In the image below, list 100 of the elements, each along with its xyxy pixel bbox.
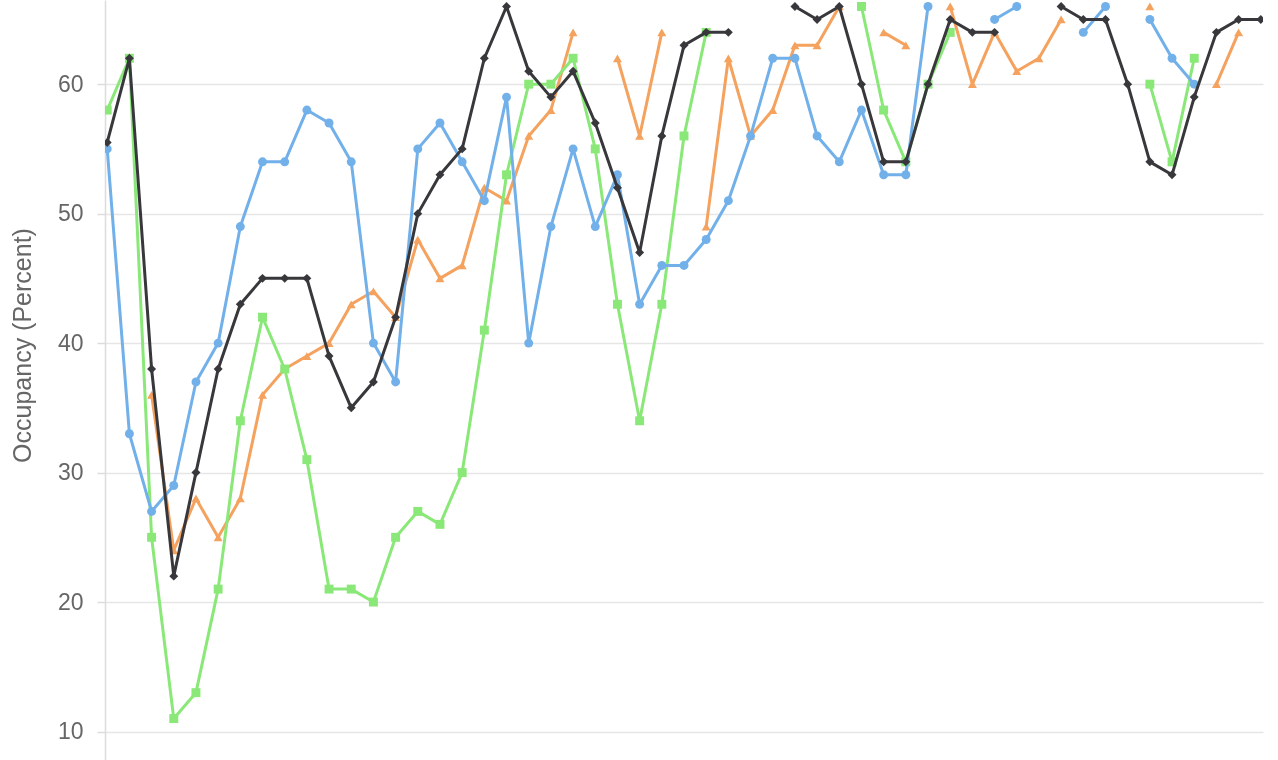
point — [324, 351, 334, 361]
y-tick-label: 40 — [57, 329, 84, 356]
point — [524, 66, 534, 76]
point — [1189, 53, 1199, 63]
point — [768, 53, 778, 63]
y-tick-label: 30 — [57, 459, 84, 486]
point — [147, 364, 157, 374]
point — [635, 416, 645, 426]
point — [435, 519, 445, 529]
point — [346, 584, 356, 594]
point — [901, 170, 911, 180]
point — [1101, 2, 1110, 11]
point — [324, 584, 334, 594]
point — [280, 157, 290, 167]
point — [457, 157, 467, 167]
point — [568, 28, 578, 37]
point — [612, 299, 622, 309]
point — [346, 157, 356, 167]
point — [235, 299, 245, 309]
point — [1078, 14, 1088, 24]
point — [879, 105, 889, 115]
point — [701, 235, 711, 244]
point — [1145, 14, 1155, 24]
point — [391, 532, 401, 542]
point — [990, 14, 1000, 24]
point — [657, 260, 667, 270]
point — [546, 92, 556, 102]
point — [568, 66, 578, 76]
point — [124, 429, 134, 439]
point — [191, 688, 201, 698]
point — [945, 14, 955, 24]
point — [546, 106, 556, 114]
point — [590, 118, 600, 128]
point — [413, 506, 423, 516]
point — [457, 468, 467, 478]
point — [213, 364, 223, 374]
point — [1056, 2, 1066, 11]
point — [590, 144, 600, 154]
point — [391, 377, 401, 387]
point — [502, 170, 511, 180]
point — [790, 53, 800, 63]
point — [1123, 79, 1133, 89]
point — [235, 494, 245, 503]
point — [258, 157, 267, 167]
point — [502, 92, 511, 102]
point — [457, 261, 467, 270]
point — [679, 260, 689, 270]
point — [169, 481, 179, 490]
point — [479, 196, 489, 206]
point — [1211, 27, 1221, 37]
point — [435, 170, 445, 180]
point — [546, 79, 556, 89]
point — [1101, 14, 1110, 24]
point — [524, 132, 534, 140]
point — [790, 2, 800, 11]
point — [812, 131, 822, 141]
point — [235, 222, 245, 232]
point — [435, 274, 445, 283]
point — [147, 506, 157, 516]
point — [191, 377, 201, 387]
point — [657, 28, 667, 37]
point — [857, 79, 866, 89]
point — [457, 144, 467, 154]
point — [1167, 170, 1177, 180]
point — [1145, 157, 1155, 167]
point — [590, 222, 600, 232]
y-tick-label: 50 — [57, 200, 84, 227]
point — [768, 106, 778, 114]
y-axis-title: Occupancy (Percent) — [7, 228, 36, 463]
point — [258, 312, 267, 322]
point — [435, 118, 445, 128]
point — [790, 41, 800, 50]
point — [524, 79, 534, 89]
point — [368, 377, 378, 387]
point — [258, 273, 267, 283]
point — [612, 183, 622, 193]
point — [324, 118, 334, 128]
point — [346, 300, 356, 309]
point — [258, 391, 267, 399]
point — [568, 53, 578, 63]
point — [413, 209, 423, 219]
point — [1145, 79, 1155, 89]
y-tick-label: 20 — [57, 588, 84, 615]
point — [857, 2, 866, 11]
point — [812, 14, 822, 24]
point — [723, 54, 733, 63]
point — [635, 299, 645, 309]
point — [368, 597, 378, 607]
point — [368, 287, 378, 296]
point — [657, 131, 667, 141]
point — [302, 455, 312, 465]
point — [679, 131, 689, 141]
point — [612, 54, 622, 63]
point — [723, 196, 733, 206]
point — [679, 40, 689, 50]
point — [857, 105, 866, 115]
point — [235, 416, 245, 426]
point — [834, 157, 844, 167]
point — [302, 273, 312, 283]
point — [524, 338, 534, 348]
